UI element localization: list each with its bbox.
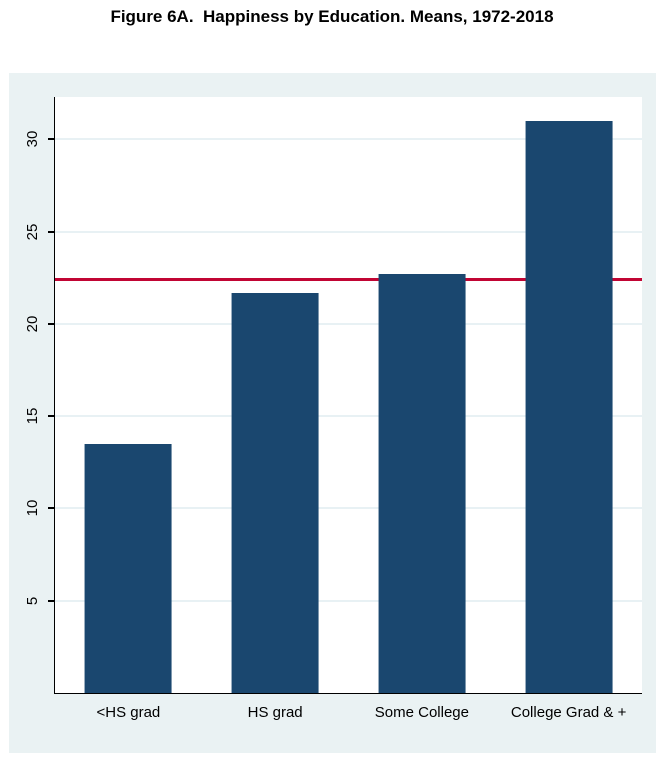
y-tick-label: 20: [24, 315, 41, 333]
gridline-y-10: [55, 507, 642, 510]
x-tick-label: <HS grad: [96, 704, 161, 721]
y-tick-label: 5: [24, 596, 41, 605]
y-tick-mark: [48, 415, 55, 418]
gridline-y-15: [55, 415, 642, 418]
gridline-y-25: [55, 230, 642, 233]
y-tick-label: 25: [24, 223, 41, 241]
y-tick-label: 15: [24, 407, 41, 425]
graph-region: 5 10 15 20 25 30 <HS grad HS grad Some College C…: [9, 73, 656, 753]
bar-some-college: [378, 274, 466, 693]
x-tick-label: College Grad & +: [510, 704, 627, 721]
gridline-y-20: [55, 322, 642, 325]
x-tick-label: HS grad: [247, 704, 303, 721]
bar-hs-grad: [231, 292, 319, 693]
bar-college-grad: [525, 121, 613, 693]
bar-hs-grad: [84, 443, 172, 693]
gridline-y-30: [55, 138, 642, 141]
reference-line: [55, 278, 642, 281]
x-tick-label: Some College: [374, 704, 469, 721]
gridline-y-5: [55, 599, 642, 602]
y-tick-mark: [48, 138, 55, 141]
y-tick-mark: [48, 599, 55, 602]
y-tick-mark: [48, 230, 55, 233]
figure-title: Figure 6A. Happiness by Education. Means…: [110, 7, 554, 26]
y-tick-label: 10: [24, 500, 41, 517]
plot-area: 5 10 15 20 25 30 <HS grad HS grad Some College C…: [24, 97, 642, 721]
y-tick-label: 30: [24, 131, 41, 148]
y-tick-mark: [48, 507, 55, 510]
y-tick-mark: [48, 322, 55, 325]
